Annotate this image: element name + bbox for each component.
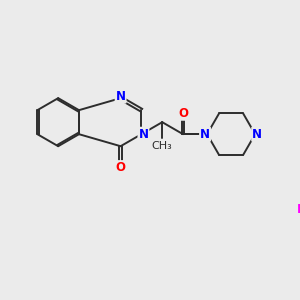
Text: N: N — [116, 90, 126, 103]
Text: O: O — [178, 107, 188, 120]
Text: N: N — [200, 128, 210, 141]
Text: CH₃: CH₃ — [152, 141, 172, 151]
Text: F: F — [297, 202, 300, 216]
Text: O: O — [116, 161, 126, 174]
Text: N: N — [138, 128, 148, 141]
Text: N: N — [252, 128, 262, 141]
